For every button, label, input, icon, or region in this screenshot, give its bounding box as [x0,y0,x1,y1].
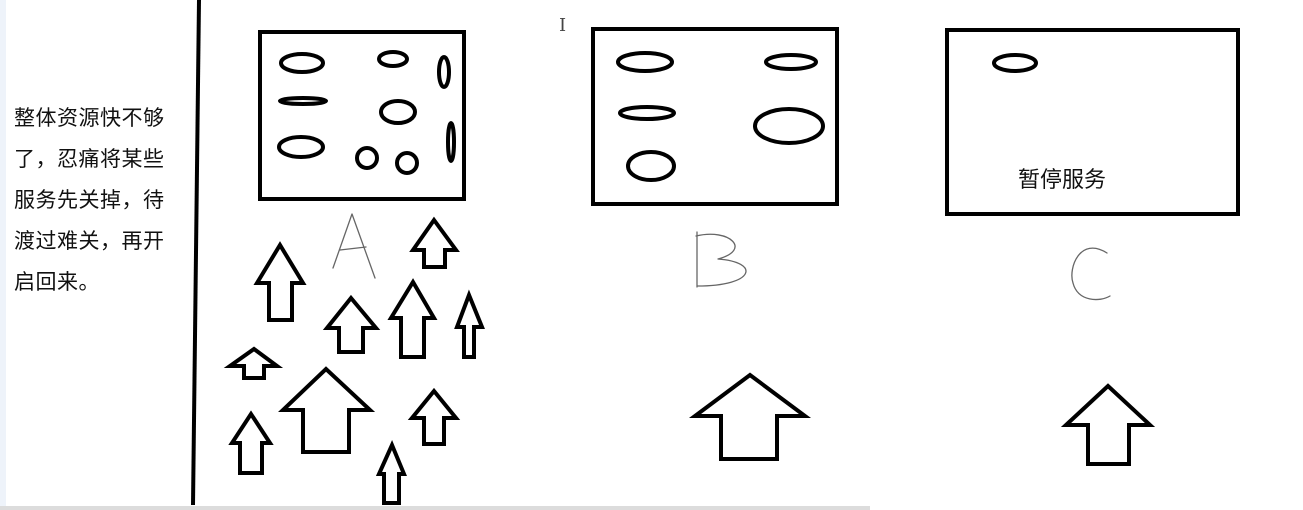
note-line-4: 渡过难关，再开 [14,229,165,253]
divider-line [191,0,201,506]
box-a-resource [277,135,325,159]
box-b-frame [591,27,839,206]
box-a-resource [437,55,451,89]
box-b-resource [616,51,674,73]
request-arrow-c [1060,383,1156,466]
request-arrow [278,366,376,454]
note-line-5: 启回来。 [14,270,100,294]
box-c-label [1071,247,1111,301]
request-arrow [253,241,307,322]
box-c-frame [945,28,1240,216]
box-a-resource [395,151,419,175]
request-arrow [375,439,407,505]
box-c-resource [992,53,1038,73]
service-box-c: 暂停服务 [945,28,1240,216]
request-arrow [454,289,485,359]
box-a-resource [278,96,328,106]
paused-service-caption: 暂停服务 [1018,168,1106,193]
note-line-3: 服务先关掉，待 [14,188,165,212]
note-line-2: 了，忍痛将某些 [14,147,165,171]
box-b-resource [753,107,825,145]
explanation-note: 整体资源快不够 了，忍痛将某些 服务先关掉，待 渡过难关，再开 启回来。 [14,98,188,303]
note-line-1: 整体资源快不够 [14,106,165,130]
left-edge-strip [0,0,6,510]
box-b-resource [618,105,676,121]
text-cursor-icon: I [559,15,567,36]
service-box-a [258,30,466,201]
box-a-resource [377,50,409,68]
box-b-resource [764,53,818,71]
request-arrow [223,346,284,380]
request-arrow [387,278,438,359]
box-a-label [332,213,376,279]
box-b-label [695,231,747,288]
request-arrow [322,294,381,354]
request-arrow-b [688,372,812,461]
box-a-resource [446,121,456,163]
box-a-resource [355,146,379,170]
service-box-b [591,27,839,206]
request-arrow [228,410,274,475]
box-a-frame [258,30,466,201]
box-a-resource [379,99,417,125]
box-b-resource [626,150,676,182]
horizontal-scrollbar[interactable] [0,506,870,510]
request-arrow [407,387,461,446]
box-a-resource [279,52,325,74]
request-arrow [409,216,460,269]
